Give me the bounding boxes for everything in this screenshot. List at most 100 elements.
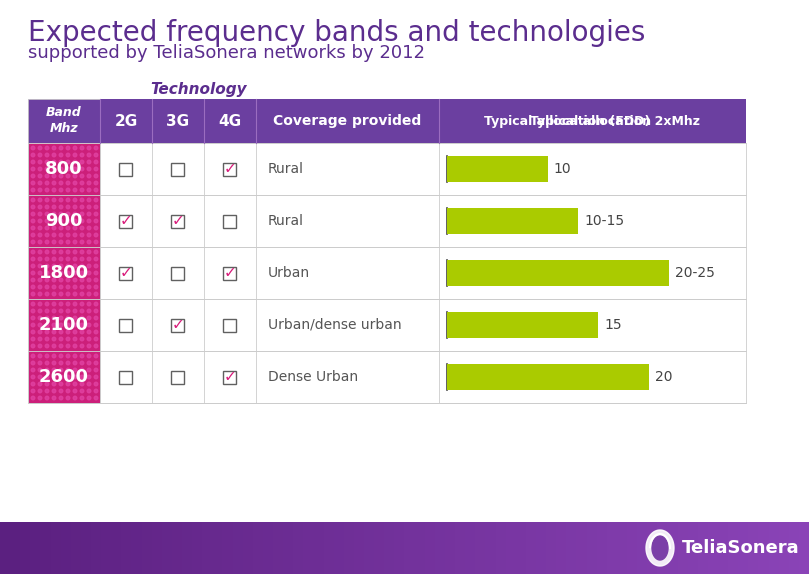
Circle shape	[38, 226, 42, 230]
Circle shape	[94, 257, 98, 261]
Circle shape	[73, 233, 77, 237]
Text: TeliaSonera: TeliaSonera	[682, 539, 799, 557]
Bar	[677, 522, 688, 574]
Bar	[324, 522, 335, 574]
Circle shape	[45, 375, 49, 379]
Circle shape	[45, 344, 49, 348]
Circle shape	[87, 188, 91, 192]
Text: 20: 20	[654, 370, 672, 384]
Circle shape	[87, 278, 91, 282]
Circle shape	[59, 382, 63, 386]
Circle shape	[38, 153, 42, 157]
Circle shape	[53, 257, 56, 261]
Circle shape	[53, 174, 56, 178]
Circle shape	[45, 330, 49, 334]
Circle shape	[80, 174, 84, 178]
Circle shape	[66, 226, 70, 230]
Circle shape	[87, 354, 91, 358]
Circle shape	[45, 219, 49, 223]
Text: ✓: ✓	[172, 317, 184, 332]
Circle shape	[94, 153, 98, 157]
Circle shape	[38, 344, 42, 348]
Circle shape	[45, 382, 49, 386]
Circle shape	[87, 264, 91, 268]
Bar	[506, 522, 517, 574]
Bar	[384, 522, 396, 574]
Bar	[798, 522, 809, 574]
Text: supported by TeliaSonera networks by 2012: supported by TeliaSonera networks by 201…	[28, 44, 425, 62]
Bar	[374, 522, 385, 574]
Circle shape	[66, 375, 70, 379]
Circle shape	[45, 250, 49, 254]
Circle shape	[80, 188, 84, 192]
Circle shape	[59, 160, 63, 164]
Bar	[61, 522, 72, 574]
Circle shape	[38, 146, 42, 150]
Circle shape	[94, 382, 98, 386]
Circle shape	[87, 233, 91, 237]
Bar	[485, 522, 497, 574]
Circle shape	[38, 233, 42, 237]
Bar	[495, 522, 506, 574]
Circle shape	[45, 233, 49, 237]
Bar	[758, 522, 769, 574]
Circle shape	[87, 146, 91, 150]
Bar	[120, 266, 133, 280]
Circle shape	[73, 226, 77, 230]
Circle shape	[94, 205, 98, 209]
Circle shape	[66, 330, 70, 334]
Circle shape	[32, 167, 35, 171]
Circle shape	[59, 146, 63, 150]
Text: Band
Mhz: Band Mhz	[46, 107, 82, 135]
Text: 2600: 2600	[39, 368, 89, 386]
Circle shape	[53, 368, 56, 372]
Bar	[293, 522, 304, 574]
Circle shape	[87, 219, 91, 223]
Bar	[120, 215, 133, 227]
Circle shape	[38, 361, 42, 365]
Circle shape	[80, 292, 84, 296]
Bar	[142, 522, 153, 574]
Circle shape	[80, 330, 84, 334]
Circle shape	[94, 285, 98, 289]
Circle shape	[45, 160, 49, 164]
Circle shape	[66, 181, 70, 185]
Bar	[637, 522, 648, 574]
Circle shape	[87, 198, 91, 202]
Circle shape	[32, 233, 35, 237]
Text: Typical allocation: Typical allocation	[530, 114, 655, 127]
Circle shape	[45, 198, 49, 202]
Circle shape	[45, 153, 49, 157]
Circle shape	[94, 174, 98, 178]
Circle shape	[32, 285, 35, 289]
Circle shape	[32, 292, 35, 296]
Circle shape	[87, 226, 91, 230]
Circle shape	[80, 153, 84, 157]
Circle shape	[59, 278, 63, 282]
Bar	[81, 522, 92, 574]
Bar	[425, 522, 436, 574]
Bar	[447, 364, 649, 390]
Circle shape	[87, 271, 91, 275]
Circle shape	[66, 233, 70, 237]
Circle shape	[66, 389, 70, 393]
Circle shape	[80, 240, 84, 244]
Circle shape	[59, 368, 63, 372]
Bar	[202, 522, 214, 574]
Circle shape	[45, 354, 49, 358]
Circle shape	[38, 160, 42, 164]
Circle shape	[45, 389, 49, 393]
Circle shape	[66, 292, 70, 296]
Bar	[616, 522, 628, 574]
Circle shape	[38, 271, 42, 275]
Circle shape	[32, 316, 35, 320]
Bar	[28, 351, 100, 403]
Circle shape	[53, 302, 56, 306]
Circle shape	[66, 271, 70, 275]
Bar	[10, 522, 21, 574]
Circle shape	[45, 271, 49, 275]
Circle shape	[59, 337, 63, 341]
Bar	[28, 195, 100, 247]
Bar	[526, 522, 537, 574]
Bar	[172, 370, 184, 383]
